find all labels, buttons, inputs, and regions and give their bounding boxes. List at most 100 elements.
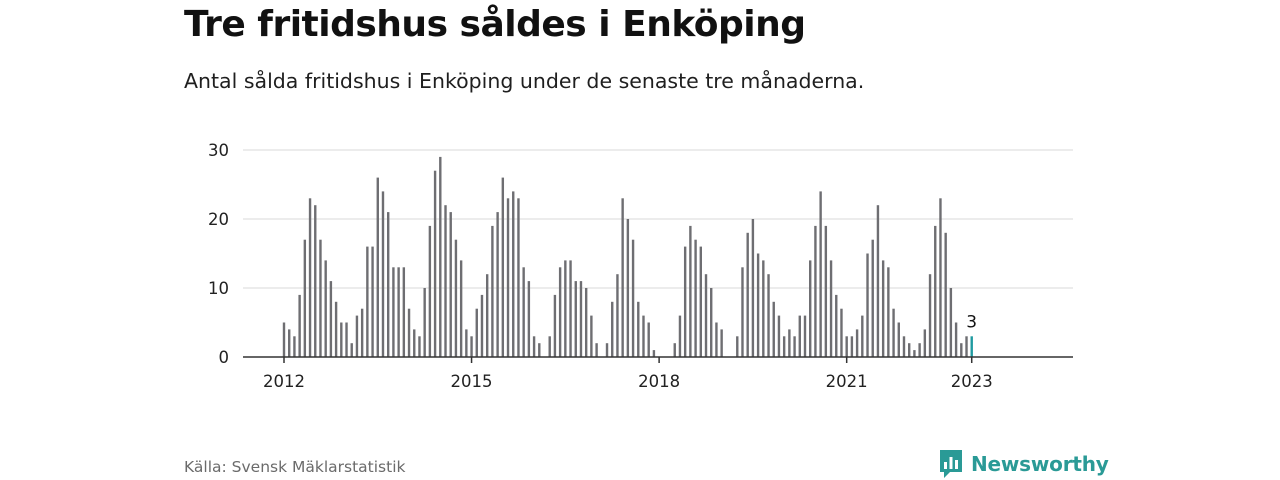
bar — [303, 239, 307, 357]
brand-logo: Newsworthy — [938, 448, 1109, 480]
bar — [340, 322, 343, 357]
bar — [694, 239, 697, 357]
bar-highlight — [970, 336, 973, 357]
bar — [934, 225, 937, 357]
bar — [501, 177, 505, 357]
bar — [433, 170, 437, 357]
x-tick-label: 2015 — [451, 372, 493, 391]
bar — [756, 253, 760, 357]
bar — [418, 336, 421, 357]
bar — [965, 336, 968, 357]
bar — [454, 239, 458, 357]
bar — [413, 329, 416, 357]
bar — [762, 260, 765, 357]
x-tick-label: 2023 — [951, 372, 993, 391]
bar — [506, 198, 510, 357]
x-ticks: 2012 2015 2018 2021 2023 — [263, 357, 993, 391]
bar — [928, 274, 932, 357]
bar — [387, 212, 390, 357]
bar — [777, 315, 781, 357]
bar — [683, 246, 687, 357]
x-tick-label: 2012 — [263, 372, 305, 391]
bar — [402, 267, 406, 357]
bar — [621, 198, 624, 357]
bar — [595, 343, 598, 357]
bar — [371, 246, 374, 357]
page-title: Tre fritidshus såldes i Enköping — [184, 4, 806, 45]
bar — [788, 329, 791, 357]
bar — [376, 177, 379, 357]
bar — [689, 225, 692, 357]
bar — [288, 329, 291, 357]
bar — [355, 315, 359, 357]
x-tick-label: 2021 — [826, 372, 868, 391]
bar — [334, 301, 338, 357]
bar — [918, 343, 921, 357]
bars — [282, 156, 973, 357]
bar — [637, 301, 640, 357]
bar — [913, 350, 916, 357]
bar — [465, 329, 468, 357]
bar — [814, 225, 817, 357]
bar — [584, 288, 588, 357]
page-subtitle: Antal sålda fritidshus i Enköping under … — [184, 69, 865, 93]
bar — [715, 322, 718, 357]
bar — [642, 315, 645, 357]
bar — [767, 274, 770, 357]
bar — [517, 198, 520, 357]
bar — [949, 288, 953, 357]
source-note: Källa: Svensk Mäklarstatistik — [184, 458, 406, 476]
bar — [793, 336, 796, 357]
bar — [298, 294, 301, 357]
bar — [829, 260, 833, 357]
bar — [293, 336, 296, 357]
bar — [881, 260, 885, 357]
bar — [475, 308, 478, 357]
x-tick-label: 2018 — [638, 372, 680, 391]
newsworthy-chart-bubble-icon — [940, 450, 962, 478]
bar — [751, 219, 755, 357]
bar — [652, 350, 656, 357]
bar — [491, 225, 494, 357]
bar — [579, 281, 583, 357]
y-tick-label: 20 — [208, 210, 229, 229]
bar — [772, 301, 775, 357]
bar — [746, 232, 749, 357]
bar — [887, 267, 890, 357]
bar — [840, 308, 843, 357]
bar — [647, 322, 650, 357]
bar — [548, 336, 551, 357]
bar — [522, 267, 525, 357]
bar — [392, 267, 395, 357]
bar — [850, 336, 854, 357]
y-tick-label: 30 — [208, 141, 229, 160]
bar — [798, 315, 801, 357]
bar — [360, 308, 364, 357]
bar — [350, 343, 353, 357]
bar — [819, 191, 822, 357]
bar — [835, 294, 838, 357]
y-tick-label: 0 — [219, 348, 230, 367]
bar — [538, 343, 541, 357]
bar — [428, 225, 432, 357]
bar — [704, 274, 708, 357]
bar — [699, 246, 702, 357]
bar — [569, 260, 572, 357]
bar — [345, 322, 348, 357]
bar — [439, 156, 442, 357]
bar — [782, 336, 786, 357]
bar — [314, 205, 317, 357]
bar — [444, 205, 447, 357]
bar — [496, 212, 499, 357]
bar — [532, 336, 536, 357]
bar — [449, 212, 452, 357]
bar — [678, 315, 682, 357]
bar — [897, 322, 900, 357]
bar — [861, 315, 864, 357]
y-tick-labels: 0 10 20 30 — [208, 141, 229, 367]
bar-chart: 0 10 20 30 2012 2015 2018 2021 2023 3 — [208, 141, 1073, 391]
bar — [939, 198, 942, 357]
bar — [470, 336, 473, 357]
bar — [923, 329, 927, 357]
bar — [407, 308, 411, 357]
